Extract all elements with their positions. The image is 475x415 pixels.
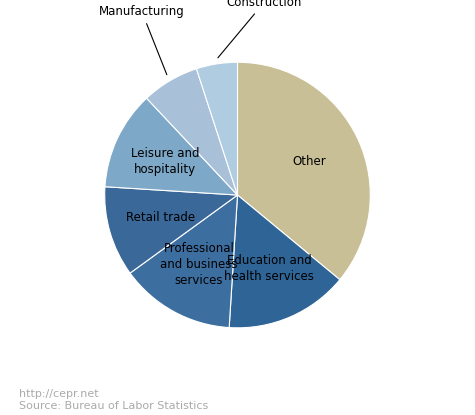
Wedge shape: [130, 195, 238, 327]
Wedge shape: [147, 69, 238, 195]
Text: Other: Other: [293, 155, 326, 168]
Wedge shape: [229, 195, 340, 328]
Wedge shape: [105, 98, 238, 195]
Text: Leisure and
hospitality: Leisure and hospitality: [131, 146, 200, 176]
Text: Professional
and business
services: Professional and business services: [161, 242, 238, 287]
Text: http://cepr.net
Source: Bureau of Labor Statistics: http://cepr.net Source: Bureau of Labor …: [19, 389, 208, 411]
Wedge shape: [238, 62, 370, 280]
Text: Construction: Construction: [218, 0, 302, 58]
Text: Retail trade: Retail trade: [126, 211, 196, 224]
Text: Manufacturing: Manufacturing: [99, 5, 185, 75]
Text: Education and
health services: Education and health services: [224, 254, 314, 283]
Wedge shape: [104, 187, 238, 273]
Wedge shape: [197, 62, 238, 195]
